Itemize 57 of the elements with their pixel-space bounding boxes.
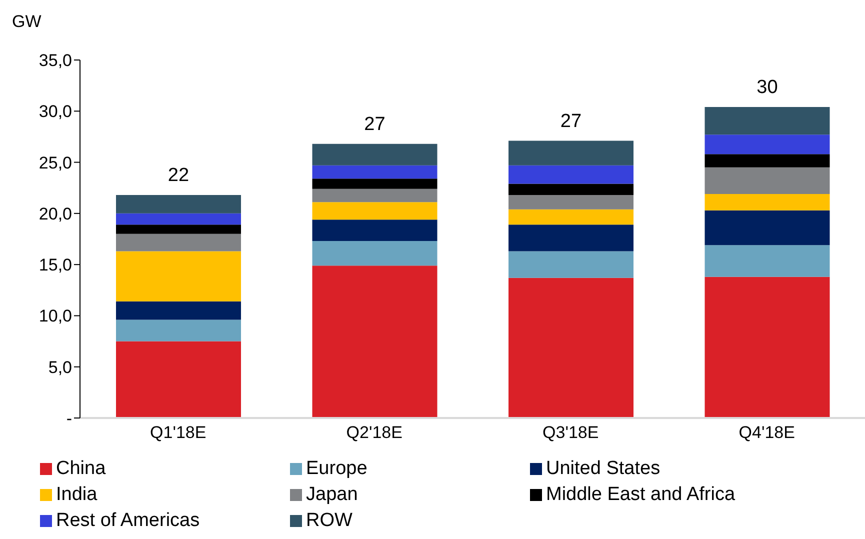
bar	[704, 245, 830, 277]
bar	[116, 320, 241, 342]
bar	[312, 144, 438, 166]
legend-label: China	[56, 458, 106, 480]
y-tick-label: -	[66, 409, 72, 428]
bar	[116, 251, 241, 302]
bar	[508, 251, 634, 278]
bar	[116, 341, 241, 418]
y-tick-label: 15,0	[38, 256, 72, 275]
bar	[312, 241, 438, 266]
bar	[508, 209, 634, 225]
legend-label: Rest of Americas	[56, 510, 200, 532]
total-label: 22	[168, 165, 190, 186]
bar	[312, 266, 438, 418]
y-axis-title: GW	[12, 12, 42, 32]
bar	[312, 220, 438, 242]
total-label: 27	[560, 110, 582, 132]
bar	[704, 167, 830, 194]
bar	[116, 301, 241, 320]
legend-label: Japan	[306, 484, 358, 506]
y-tick-label: 35,0	[38, 51, 72, 70]
x-tick-label: Q4'18E	[738, 423, 795, 442]
legend-label: United States	[546, 458, 660, 480]
y-tick-label: 30,0	[38, 102, 72, 122]
bar	[116, 213, 241, 225]
bar	[704, 107, 830, 135]
y-tick-label: 20,0	[38, 204, 72, 224]
y-tick-label: 5,0	[48, 358, 72, 377]
bar	[508, 195, 634, 210]
bar	[312, 165, 438, 179]
bar	[116, 234, 241, 252]
x-tick-label: Q2'18E	[346, 423, 402, 442]
bar	[704, 276, 830, 418]
x-tick-label: Q3'18E	[542, 423, 599, 442]
bar	[508, 224, 634, 252]
x-tick-label: Q1'18E	[150, 423, 206, 442]
y-tick-label: 10,0	[38, 306, 72, 326]
y-tick-label: 25,0	[38, 153, 72, 172]
bar	[508, 140, 634, 166]
bar	[116, 195, 241, 214]
bar	[312, 202, 438, 220]
bar	[312, 188, 438, 202]
legend-label: Europe	[306, 458, 368, 480]
bar	[508, 184, 634, 196]
bar	[116, 224, 241, 234]
bar	[704, 210, 830, 246]
bar	[312, 178, 438, 189]
total-label: 30	[756, 77, 778, 98]
bar	[704, 154, 830, 168]
legend-label: ROW	[306, 510, 352, 532]
legend-label: Middle East and Africa	[546, 484, 736, 506]
bar	[704, 134, 830, 154]
bar	[508, 278, 634, 418]
bar	[704, 194, 830, 210]
bar	[508, 165, 634, 184]
legend-label: India	[56, 484, 98, 506]
total-label: 27	[364, 114, 386, 135]
